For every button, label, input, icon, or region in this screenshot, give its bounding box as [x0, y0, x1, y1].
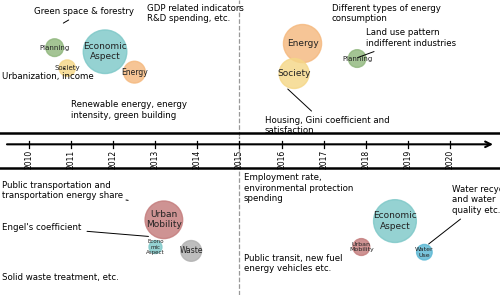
Text: Energy: Energy: [121, 68, 148, 77]
Text: Economic
Aspect: Economic Aspect: [373, 212, 417, 231]
Text: 2011: 2011: [67, 150, 76, 169]
Text: Economic
Aspect: Economic Aspect: [83, 42, 127, 61]
Text: Society: Society: [278, 69, 311, 78]
Text: 2016: 2016: [277, 150, 286, 169]
Text: Land use pattern
indifferent industries: Land use pattern indifferent industries: [358, 28, 456, 58]
Text: Waste: Waste: [180, 246, 203, 255]
Text: Planning: Planning: [342, 55, 372, 62]
Ellipse shape: [284, 24, 322, 63]
Text: 2014: 2014: [193, 150, 202, 169]
Text: Water recycling
and water
quality etc.: Water recycling and water quality etc.: [428, 185, 500, 244]
Text: Different types of energy
consumption: Different types of energy consumption: [332, 4, 441, 24]
Text: 2020: 2020: [445, 150, 454, 169]
Text: 2019: 2019: [403, 150, 412, 169]
Ellipse shape: [59, 60, 76, 76]
Ellipse shape: [353, 239, 370, 255]
Text: Urban
Mobility: Urban Mobility: [146, 210, 182, 230]
Text: Housing, Gini coefficient and
satisfaction: Housing, Gini coefficient and satisfacti…: [264, 89, 390, 135]
Text: Renewable energy, energy
intensity, green building: Renewable energy, energy intensity, gree…: [72, 100, 188, 120]
Text: Water
Use: Water Use: [415, 247, 434, 258]
Text: Engel's coefficient: Engel's coefficient: [2, 223, 148, 236]
Ellipse shape: [348, 50, 366, 67]
Text: Public transit, new fuel
energy vehicles etc.: Public transit, new fuel energy vehicles…: [244, 254, 342, 273]
Text: Energy: Energy: [286, 39, 318, 48]
Ellipse shape: [46, 39, 64, 57]
Text: Solid waste treatment, etc.: Solid waste treatment, etc.: [2, 273, 119, 282]
Ellipse shape: [124, 61, 146, 83]
Text: 2017: 2017: [319, 150, 328, 169]
Text: 2012: 2012: [109, 150, 118, 169]
Ellipse shape: [145, 201, 182, 239]
Ellipse shape: [84, 30, 127, 73]
Text: GDP related indicators
R&D spending, etc.: GDP related indicators R&D spending, etc…: [147, 4, 244, 24]
Ellipse shape: [149, 240, 162, 253]
Ellipse shape: [181, 240, 202, 261]
Text: Urban
Mobility: Urban Mobility: [349, 242, 374, 253]
Text: Urbanization, income: Urbanization, income: [2, 68, 94, 81]
Text: Econo
mic
Aspect: Econo mic Aspect: [146, 239, 165, 255]
Ellipse shape: [416, 245, 432, 260]
Text: 2018: 2018: [361, 150, 370, 169]
Text: 2013: 2013: [151, 150, 160, 169]
Ellipse shape: [279, 58, 309, 88]
Text: Green space & forestry: Green space & forestry: [34, 7, 134, 23]
Text: Planning: Planning: [40, 45, 70, 51]
Text: 2010: 2010: [25, 150, 34, 169]
Text: Society: Society: [54, 65, 80, 71]
Text: Employment rate,
environmental protection
spending: Employment rate, environmental protectio…: [244, 173, 353, 203]
Text: Public transportation and
transportation energy share: Public transportation and transportation…: [2, 181, 128, 200]
Ellipse shape: [374, 200, 416, 242]
Text: 2015: 2015: [235, 150, 244, 169]
